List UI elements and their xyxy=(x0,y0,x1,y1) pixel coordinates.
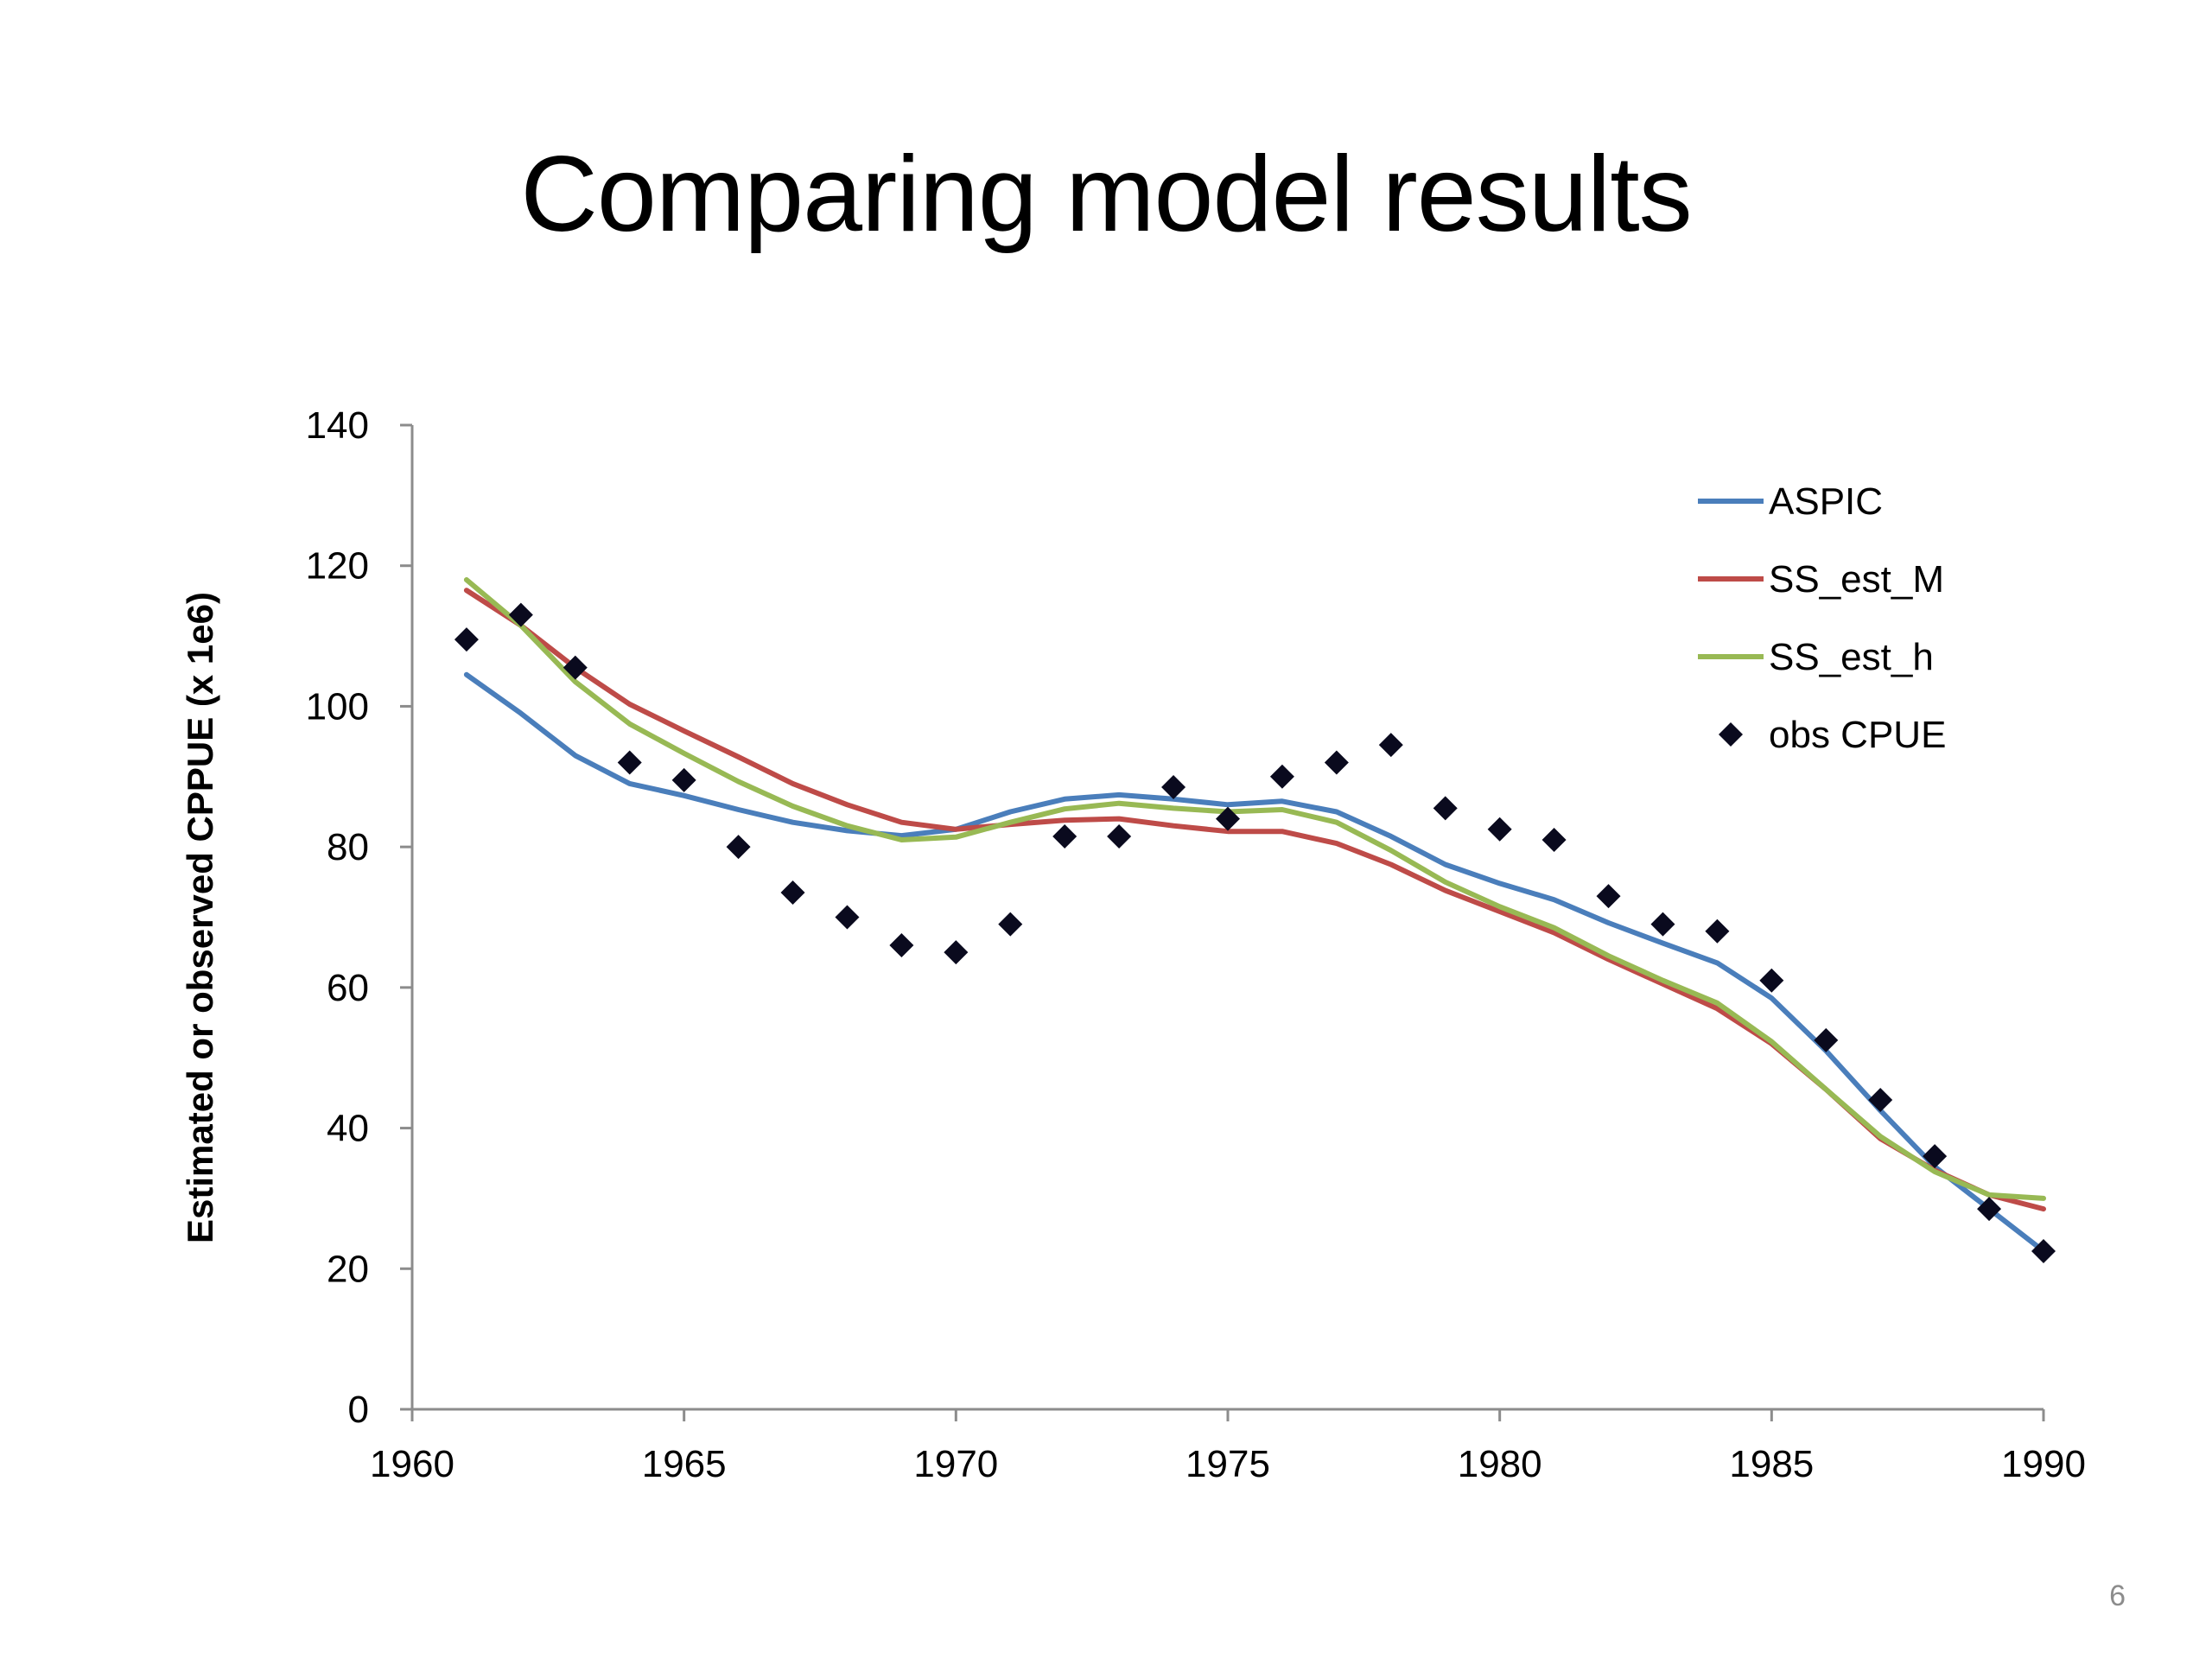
obs-cpue-point xyxy=(508,602,533,627)
obs-cpue-point xyxy=(998,912,1023,937)
y-tick-label: 0 xyxy=(348,1389,369,1431)
obs-cpue-point xyxy=(944,940,969,965)
y-axis-label: Estimated or observed CPPUE (x 1e6) xyxy=(180,592,220,1243)
x-tick-label: 1965 xyxy=(642,1443,727,1485)
x-tick-label: 1970 xyxy=(913,1443,998,1485)
obs-cpue-point xyxy=(1977,1197,2002,1222)
y-tick-label: 100 xyxy=(306,685,369,728)
y-tick-label: 140 xyxy=(306,404,369,447)
obs-cpue-point xyxy=(1052,823,1077,849)
obs-cpue-point xyxy=(563,655,588,680)
legend-label-obs-cpue: obs CPUE xyxy=(1769,714,1946,756)
legend-swatch-obs-cpue xyxy=(1719,722,1743,747)
obs-cpue-point xyxy=(671,767,696,792)
obs-cpue-point xyxy=(1378,733,1403,758)
y-tick-label: 60 xyxy=(327,967,369,1009)
obs-cpue-point xyxy=(889,933,914,958)
series-lines xyxy=(463,577,2046,1254)
obs-cpue-point xyxy=(1216,806,1240,831)
obs-cpue-point xyxy=(835,905,860,930)
series-line-ss-est-h xyxy=(463,577,2046,1201)
series-line-ss-est-m xyxy=(463,588,2046,1212)
obs-cpue-point xyxy=(1814,1027,1839,1052)
series-line-aspic xyxy=(463,671,2046,1254)
series-markers xyxy=(454,602,2056,1263)
x-axis: 1960 1965 1970 1975 1980 1985 1990 xyxy=(370,1408,2086,1485)
obs-cpue-point xyxy=(1596,884,1621,909)
obs-cpue-point xyxy=(1269,764,1294,789)
x-tick-label: 1990 xyxy=(2001,1443,2086,1485)
x-tick-label: 1980 xyxy=(1458,1443,1542,1485)
obs-cpue-point xyxy=(1759,968,1784,993)
y-axis: 0 20 40 60 80 100 120 140 xyxy=(306,404,414,1431)
obs-cpue-point xyxy=(1705,918,1730,944)
y-tick-label: 20 xyxy=(327,1248,369,1290)
legend-label-ss-est-h: SS_est_h xyxy=(1769,636,1934,678)
x-tick-label: 1975 xyxy=(1185,1443,1270,1485)
obs-cpue-point xyxy=(726,835,751,860)
obs-cpue-point xyxy=(1923,1144,1948,1169)
obs-cpue-point xyxy=(1433,796,1458,821)
obs-cpue-point xyxy=(1324,750,1349,775)
obs-cpue-point xyxy=(454,627,479,652)
obs-cpue-point xyxy=(2031,1238,2056,1263)
legend-label-ss-est-m: SS_est_M xyxy=(1769,558,1944,601)
obs-cpue-point xyxy=(1650,912,1675,937)
obs-cpue-point xyxy=(1541,828,1567,853)
legend-label-aspic: ASPIC xyxy=(1769,480,1883,523)
slide-title: Comparing model results xyxy=(520,135,1692,254)
y-ticks: 0 20 40 60 80 100 120 140 xyxy=(306,404,412,1431)
obs-cpue-point xyxy=(617,750,642,775)
obs-cpue-point xyxy=(1868,1088,1893,1113)
slide-number: 6 xyxy=(2109,1580,2126,1612)
x-tick-label: 1960 xyxy=(370,1443,454,1485)
y-tick-label: 40 xyxy=(327,1108,369,1150)
obs-cpue-point xyxy=(780,880,805,906)
y-tick-label: 80 xyxy=(327,826,369,868)
x-tick-label: 1985 xyxy=(1729,1443,1814,1485)
obs-cpue-point xyxy=(1487,817,1512,842)
y-tick-label: 120 xyxy=(306,545,369,588)
x-ticks: 1960 1965 1970 1975 1980 1985 1990 xyxy=(370,1409,2086,1485)
obs-cpue-point xyxy=(1161,774,1186,799)
obs-cpue-point xyxy=(1107,823,1132,849)
